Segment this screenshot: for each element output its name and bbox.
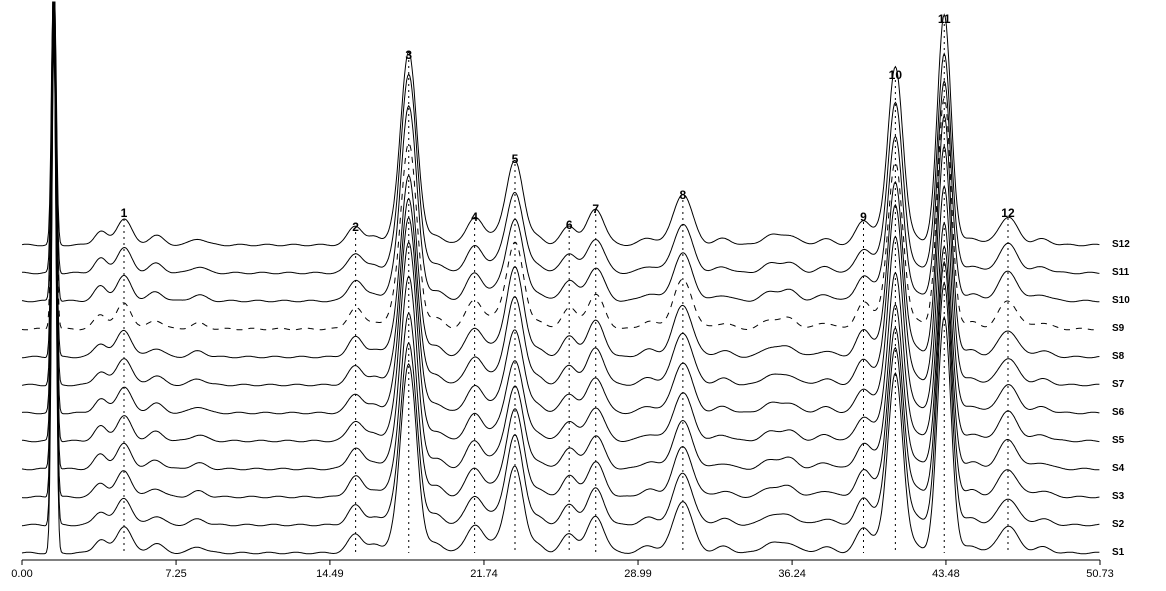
peak-label-11: 11 [938, 12, 951, 26]
x-axis-tick-label: 28.99 [624, 568, 652, 580]
x-axis-tick-label: 7.25 [165, 568, 186, 580]
series-label-S6: S6 [1112, 407, 1124, 418]
x-axis-tick-label: 0.00 [11, 568, 32, 580]
peak-label-2: 2 [352, 220, 359, 234]
series-label-S1: S1 [1112, 547, 1124, 558]
peak-label-8: 8 [680, 188, 687, 202]
series-label-S4: S4 [1112, 463, 1124, 474]
peak-label-9: 9 [860, 210, 867, 224]
peak-label-1: 1 [121, 206, 128, 220]
peak-label-7: 7 [592, 202, 599, 216]
x-axis-tick-label: 43.48 [932, 568, 960, 580]
peak-label-4: 4 [471, 210, 478, 224]
x-axis-tick-label: 50.73 [1086, 568, 1114, 580]
series-label-S11: S11 [1112, 267, 1129, 278]
x-axis-tick-label: 14.49 [316, 568, 344, 580]
series-label-S8: S8 [1112, 351, 1124, 362]
series-label-S3: S3 [1112, 491, 1124, 502]
series-label-S2: S2 [1112, 519, 1124, 530]
series-label-S10: S10 [1112, 295, 1130, 306]
chart-svg [0, 0, 1166, 591]
peak-label-5: 5 [512, 152, 519, 166]
peak-label-10: 10 [889, 68, 902, 82]
x-axis-tick-label: 21.74 [470, 568, 498, 580]
series-label-S12: S12 [1112, 239, 1130, 250]
x-axis-tick-label: 36.24 [778, 568, 806, 580]
trace-S10 [22, 2, 1099, 302]
series-label-S9: S9 [1112, 323, 1124, 334]
chromatogram-chart: S12 S11 S10 S9 S8 S7 S6 S5 S4 S3 S2 S1 0.00 7.25 14.49… [0, 0, 1166, 591]
peak-label-12: 12 [1001, 206, 1014, 220]
series-label-S7: S7 [1112, 379, 1124, 390]
peak-label-6: 6 [566, 218, 573, 232]
series-label-S5: S5 [1112, 435, 1124, 446]
peak-label-3: 3 [405, 48, 412, 62]
